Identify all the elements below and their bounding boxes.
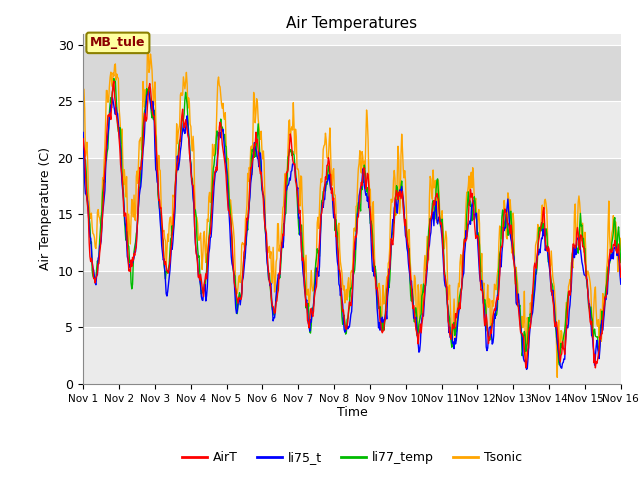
- Bar: [83, 158, 621, 215]
- Bar: [83, 101, 621, 158]
- Legend: AirT, li75_t, li77_temp, Tsonic: AirT, li75_t, li77_temp, Tsonic: [177, 446, 527, 469]
- Bar: [83, 215, 621, 271]
- Title: Air Temperatures: Air Temperatures: [287, 16, 417, 31]
- Bar: [83, 45, 621, 101]
- Bar: [83, 271, 621, 327]
- Bar: [83, 327, 621, 384]
- Text: MB_tule: MB_tule: [90, 36, 146, 49]
- X-axis label: Time: Time: [337, 407, 367, 420]
- Y-axis label: Air Temperature (C): Air Temperature (C): [39, 147, 52, 270]
- Bar: [83, 34, 621, 45]
